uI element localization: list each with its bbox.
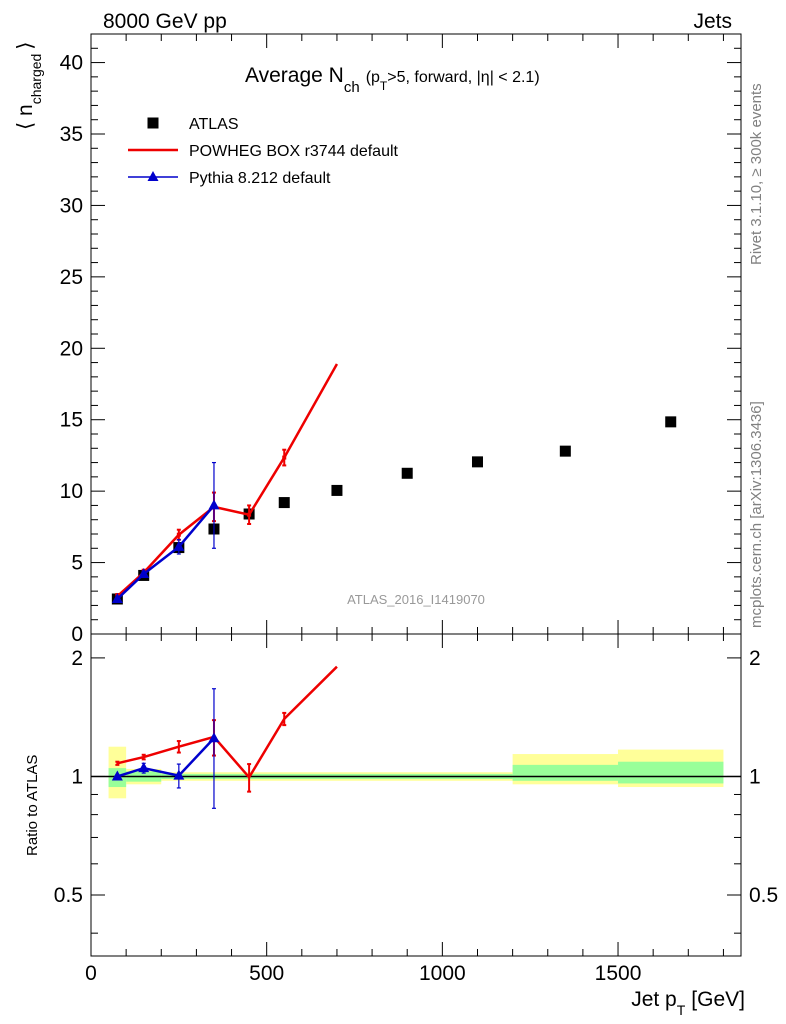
ratio-panel: 0 500 1000 1500 0.5 0.5 1 1 2 2 — [54, 633, 778, 985]
chart-title-cut-subscript: T — [380, 79, 388, 93]
pythia-data-point — [111, 593, 123, 603]
legend: ATLAS POWHEG BOX r3744 default Pythia 8.21… — [128, 116, 399, 187]
legend-pythia-marker — [147, 171, 159, 181]
main-y-tick-label: 40 — [60, 52, 83, 75]
pythia-data-point — [208, 499, 220, 510]
legend-label: Pythia 8.212 default — [189, 170, 331, 187]
atlas-data-point — [665, 416, 677, 428]
ratio-panel-frame — [90, 633, 742, 957]
pythia-data-point — [138, 568, 150, 578]
ratio-y-tick-label: 2 — [71, 647, 83, 670]
header-collision-label: 8000 GeV pp — [103, 10, 227, 33]
atlas-data-point — [471, 456, 483, 468]
header-process-label: Jets — [693, 10, 732, 33]
atlas-data-point — [331, 484, 343, 496]
legend-label: ATLAS — [189, 116, 239, 133]
ratio-y-tick-label-right: 0.5 — [749, 884, 778, 907]
main-y-axis-label: ⟨ ncharged ⟩ — [14, 41, 44, 130]
main-y-tick-label: 5 — [71, 552, 83, 575]
mcplots-label: mcplots.cern.ch [arXiv:1306.3436] — [748, 401, 765, 628]
chart-title-cut-b: >5, forward, |η| < 2.1) — [387, 69, 539, 86]
x-tick-label: 0 — [85, 962, 97, 985]
x-tick-label: 1500 — [595, 962, 642, 985]
powheg-series-line — [116, 363, 339, 598]
main-y-tick-label: 25 — [60, 266, 83, 289]
ratio-pythia-line — [116, 737, 215, 778]
main-y-tick-label: 15 — [60, 409, 83, 432]
powheg-data-point — [247, 512, 252, 517]
ratio-pythia-data-point — [138, 762, 150, 773]
x-axis-label: Jet pT [GeV] — [631, 988, 745, 1018]
ratio-band-inner-3 — [512, 764, 619, 781]
rivet-version-label: Rivet 3.1.10, ≥ 300k events — [748, 83, 765, 265]
powheg-data-point — [176, 532, 181, 537]
x-axis-label-unit: [GeV] — [691, 988, 745, 1011]
x-axis-label-main: Jet p — [631, 988, 677, 1011]
main-y-axis-label-subscript: charged — [28, 54, 44, 105]
atlas-data-point — [401, 467, 413, 479]
analysis-watermark: ATLAS_2016_I1419070 — [347, 592, 485, 607]
chart-title-main: Average N — [245, 64, 344, 87]
ratio-y-tick-label: 0.5 — [54, 884, 83, 907]
x-axis-label-subscript: T — [677, 1002, 686, 1018]
legend-label: POWHEG BOX r3744 default — [189, 143, 399, 160]
ratio-pythia-data-point — [208, 732, 220, 743]
powheg-data-point — [282, 455, 287, 460]
main-y-tick-label: 10 — [60, 480, 83, 503]
chart-title-subscript: ch — [344, 79, 360, 96]
main-y-axis-label-close: ⟩ — [14, 41, 37, 49]
ratio-powheg-line — [117, 665, 338, 780]
atlas-data-point — [278, 497, 290, 509]
pythia-series-line — [116, 504, 215, 600]
chart-title: Average Nch (pT>5, forward, |η| < 2.1) — [245, 64, 540, 96]
ratio-y-tick-label-right: 2 — [749, 647, 761, 670]
ratio-y-tick-label-right: 1 — [749, 765, 761, 788]
ratio-pythia-data-point — [111, 770, 123, 781]
main-panel: 0 5 10 15 20 25 30 35 40 — [60, 33, 742, 646]
ratio-y-tick-label: 1 — [71, 765, 83, 788]
chart-title-cut-a: (p — [366, 69, 380, 86]
pythia-data-point — [173, 540, 185, 551]
main-y-tick-label: 35 — [60, 123, 83, 146]
legend-atlas-marker — [147, 117, 159, 129]
main-y-tick-label: 0 — [71, 623, 83, 646]
main-y-axis-label-main: ⟨ n — [14, 104, 37, 130]
x-tick-label: 1000 — [419, 962, 466, 985]
atlas-data-point — [559, 445, 571, 457]
ratio-y-axis-label: Ratio to ATLAS — [24, 755, 41, 856]
main-y-tick-label: 30 — [60, 194, 83, 217]
ratio-band-inner-4 — [618, 761, 724, 784]
main-y-tick-label: 20 — [60, 337, 83, 360]
ratio-pythia-data-point — [173, 769, 185, 780]
x-tick-label: 500 — [249, 962, 284, 985]
